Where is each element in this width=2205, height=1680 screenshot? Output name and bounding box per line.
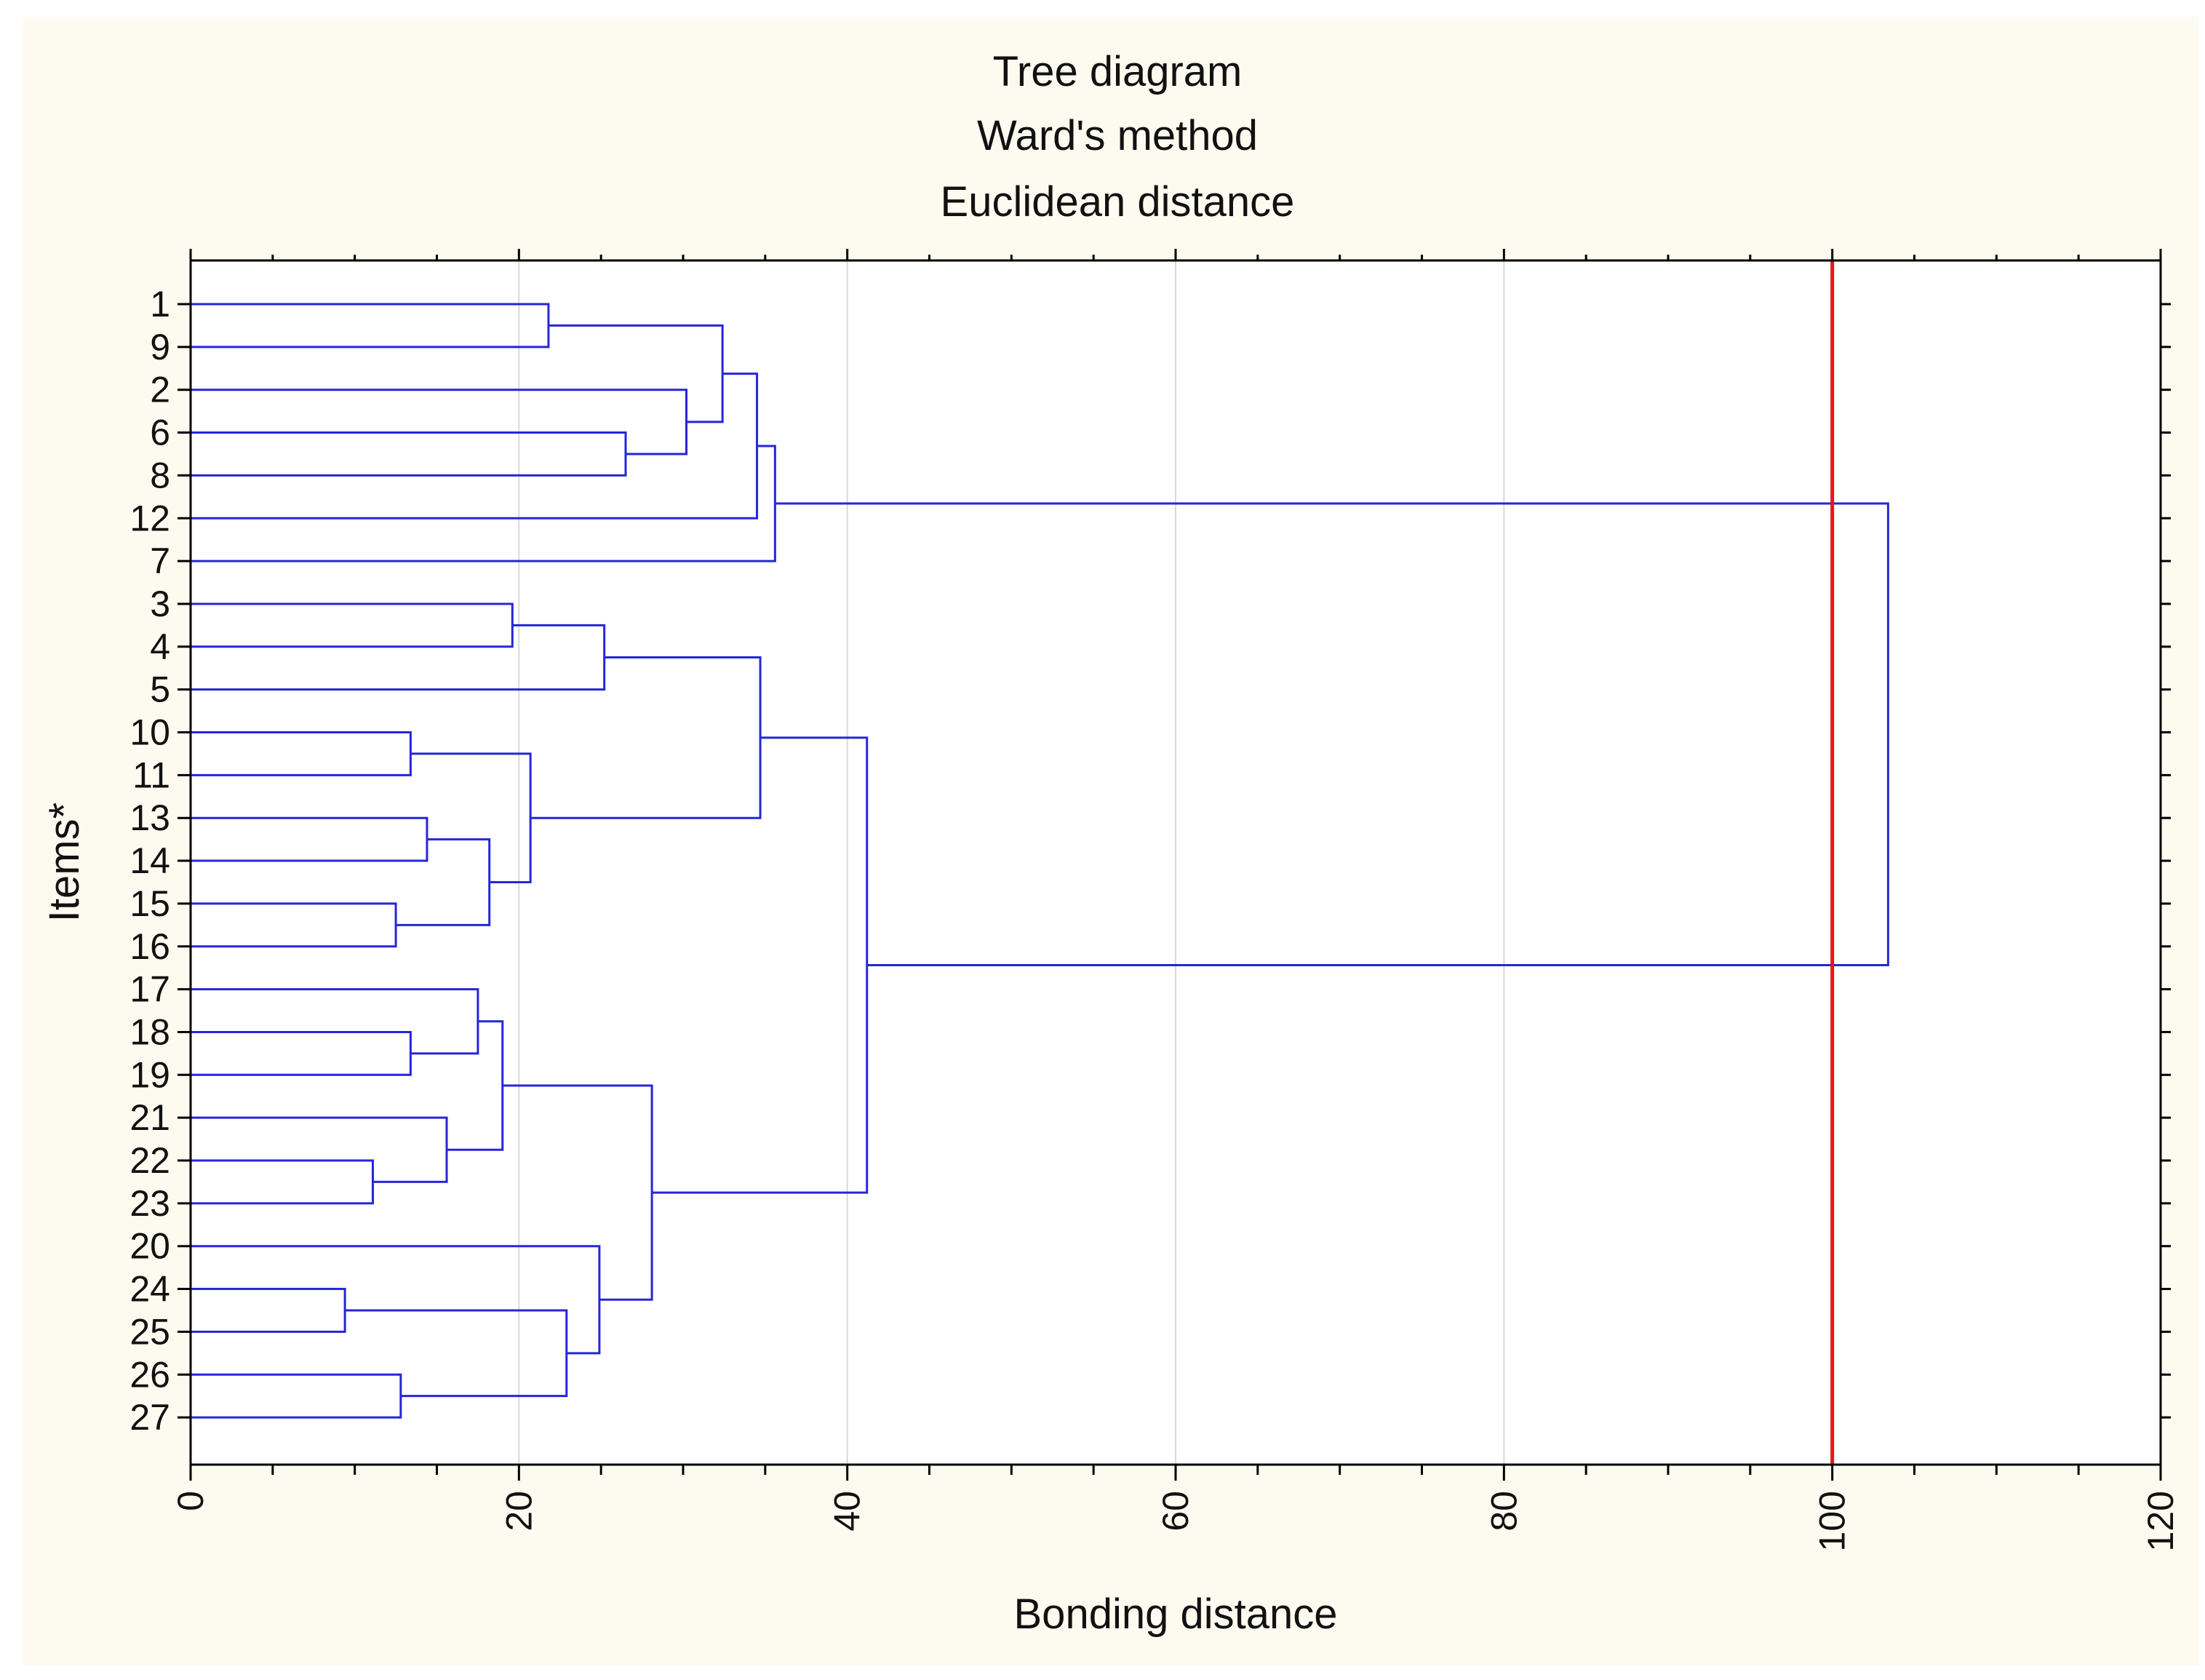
leaf-label-19: 19 bbox=[129, 1054, 170, 1095]
y-axis-ticks: 1926812734510111314151617181921222320242… bbox=[129, 284, 2171, 1438]
link-m26 bbox=[775, 502, 1889, 966]
link-m21 bbox=[191, 1373, 402, 1419]
link-m14 bbox=[530, 656, 762, 819]
leaf-label-9: 9 bbox=[150, 327, 170, 367]
leaf-label-17: 17 bbox=[129, 969, 170, 1010]
leaf-label-6: 6 bbox=[150, 413, 170, 453]
leaf-label-4: 4 bbox=[150, 626, 170, 667]
link-m24 bbox=[502, 1084, 653, 1301]
x-tick-label-0: 0 bbox=[170, 1491, 211, 1511]
leaf-label-21: 21 bbox=[129, 1097, 170, 1138]
leaf-label-1: 1 bbox=[150, 284, 170, 325]
x-axis-label: Bonding distance bbox=[1014, 1591, 1338, 1638]
link-m1 bbox=[191, 303, 550, 349]
leaf-label-11: 11 bbox=[132, 755, 170, 795]
leaf-label-13: 13 bbox=[129, 797, 170, 838]
leaf-label-22: 22 bbox=[129, 1140, 170, 1181]
link-m11 bbox=[191, 902, 397, 948]
leaf-label-7: 7 bbox=[150, 541, 170, 581]
leaf-label-24: 24 bbox=[129, 1269, 170, 1310]
leaf-label-12: 12 bbox=[129, 498, 170, 538]
x-tick-label-60: 60 bbox=[1155, 1491, 1196, 1532]
link-m3 bbox=[191, 389, 688, 455]
x-tick-label-20: 20 bbox=[498, 1491, 539, 1532]
leaf-label-16: 16 bbox=[129, 926, 170, 967]
leaf-label-25: 25 bbox=[129, 1311, 170, 1352]
leaf-label-14: 14 bbox=[129, 840, 170, 881]
leaf-label-23: 23 bbox=[129, 1183, 170, 1224]
x-tick-label-120: 120 bbox=[2140, 1491, 2181, 1551]
link-m6 bbox=[191, 445, 776, 562]
leaf-label-3: 3 bbox=[150, 584, 170, 624]
leaf-label-5: 5 bbox=[150, 669, 170, 710]
leaf-label-20: 20 bbox=[129, 1226, 170, 1267]
dendrogram-links bbox=[191, 303, 1889, 1419]
y-axis-label: Items* bbox=[41, 803, 88, 922]
chart-title-line-3: Euclidean distance bbox=[941, 178, 1295, 226]
x-axis-ticks: 0 20 40 60 80 100 120 bbox=[170, 249, 2181, 1551]
leaf-label-10: 10 bbox=[129, 712, 170, 753]
leaf-label-26: 26 bbox=[129, 1354, 170, 1395]
chart-title-line-2: Ward's method bbox=[977, 112, 1258, 159]
link-m12 bbox=[396, 838, 491, 926]
link-m9 bbox=[191, 731, 412, 776]
leaf-label-2: 2 bbox=[150, 370, 170, 410]
link-m15 bbox=[191, 1030, 412, 1076]
x-tick-label-100: 100 bbox=[1812, 1491, 1853, 1551]
leaf-label-27: 27 bbox=[129, 1397, 170, 1438]
x-tick-label-80: 80 bbox=[1483, 1491, 1524, 1532]
leaf-label-15: 15 bbox=[129, 883, 170, 924]
leaf-label-8: 8 bbox=[150, 455, 170, 495]
leaf-label-18: 18 bbox=[129, 1011, 170, 1052]
chart-title-line-1: Tree diagram bbox=[993, 48, 1243, 95]
x-tick-label-40: 40 bbox=[827, 1491, 868, 1532]
